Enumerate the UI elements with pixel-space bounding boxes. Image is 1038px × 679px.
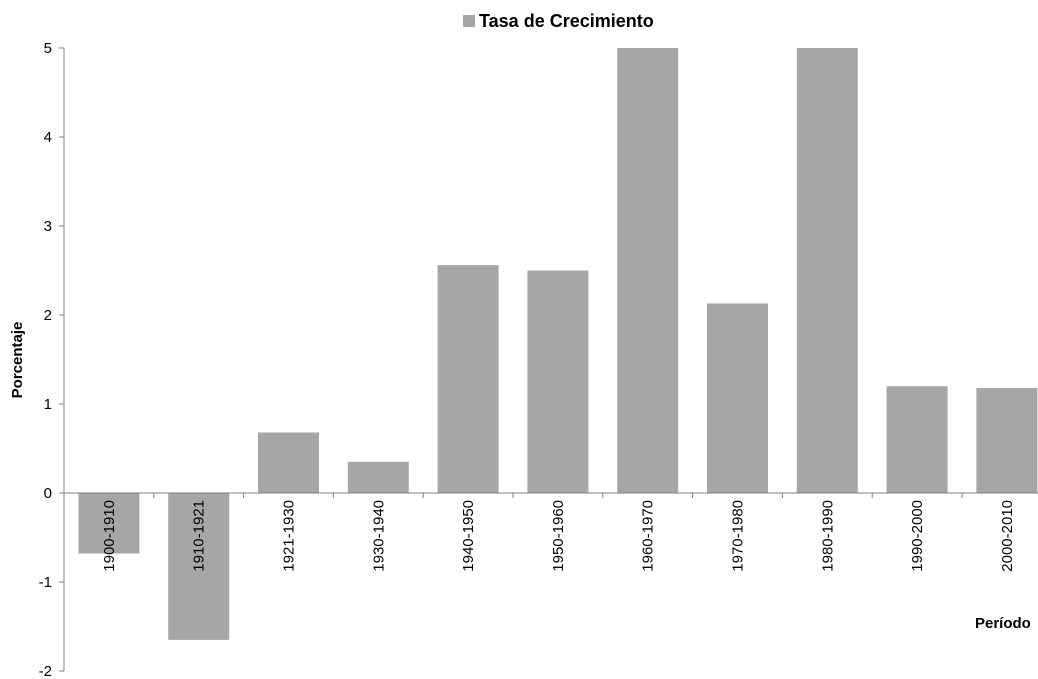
x-axis-title: Período (975, 615, 1031, 632)
y-tick-label: 4 (44, 129, 52, 146)
category-label: 1970-1980 (730, 500, 747, 572)
bar-1980-1990 (796, 48, 858, 493)
category-label: 1921-1930 (281, 500, 298, 572)
bar-1940-1950 (437, 265, 499, 493)
y-axis-title: Porcentaje (9, 322, 26, 399)
y-tick-label: -2 (39, 663, 52, 679)
x-ticks (63, 493, 963, 498)
y-tick-label: 1 (44, 396, 52, 413)
legend-swatch (463, 15, 475, 27)
category-label: 2000-2010 (999, 500, 1016, 572)
y-tick-label: 0 (44, 485, 52, 502)
y-tick-label: 3 (44, 218, 52, 235)
category-label: 1930-1940 (370, 500, 387, 572)
category-label: 1960-1970 (640, 500, 657, 572)
legend: Tasa de Crecimiento (463, 11, 654, 31)
bar-1900-1910 (78, 493, 140, 554)
category-label: 1990-2000 (909, 500, 926, 572)
category-label: 1910-1921 (191, 500, 208, 572)
category-label: 1900-1910 (101, 500, 118, 572)
y-tick-label: -1 (39, 574, 52, 591)
category-label: 1950-1960 (550, 500, 567, 572)
bar-1910-1921 (168, 493, 230, 640)
y-ticks: -2 -1 0 1 2 3 4 5 (39, 40, 64, 679)
bar-1960-1970 (617, 48, 679, 493)
bar-1930-1940 (347, 461, 409, 493)
category-label: 1940-1950 (460, 500, 477, 572)
bar-1970-1980 (707, 303, 768, 493)
bar-1990-2000 (886, 386, 948, 493)
y-tick-label: 5 (44, 40, 52, 57)
bars (78, 48, 1038, 640)
legend-label: Tasa de Crecimiento (479, 11, 654, 31)
bar-1950-1960 (527, 270, 589, 493)
category-label: 1980-1990 (819, 500, 836, 572)
bar-2000-2010 (976, 387, 1038, 493)
bar-1921-1930 (258, 432, 319, 493)
y-tick-label: 2 (44, 307, 52, 324)
category-labels: 1900-1910 1910-1921 1921-1930 1930-1940 1940… (101, 500, 1016, 572)
